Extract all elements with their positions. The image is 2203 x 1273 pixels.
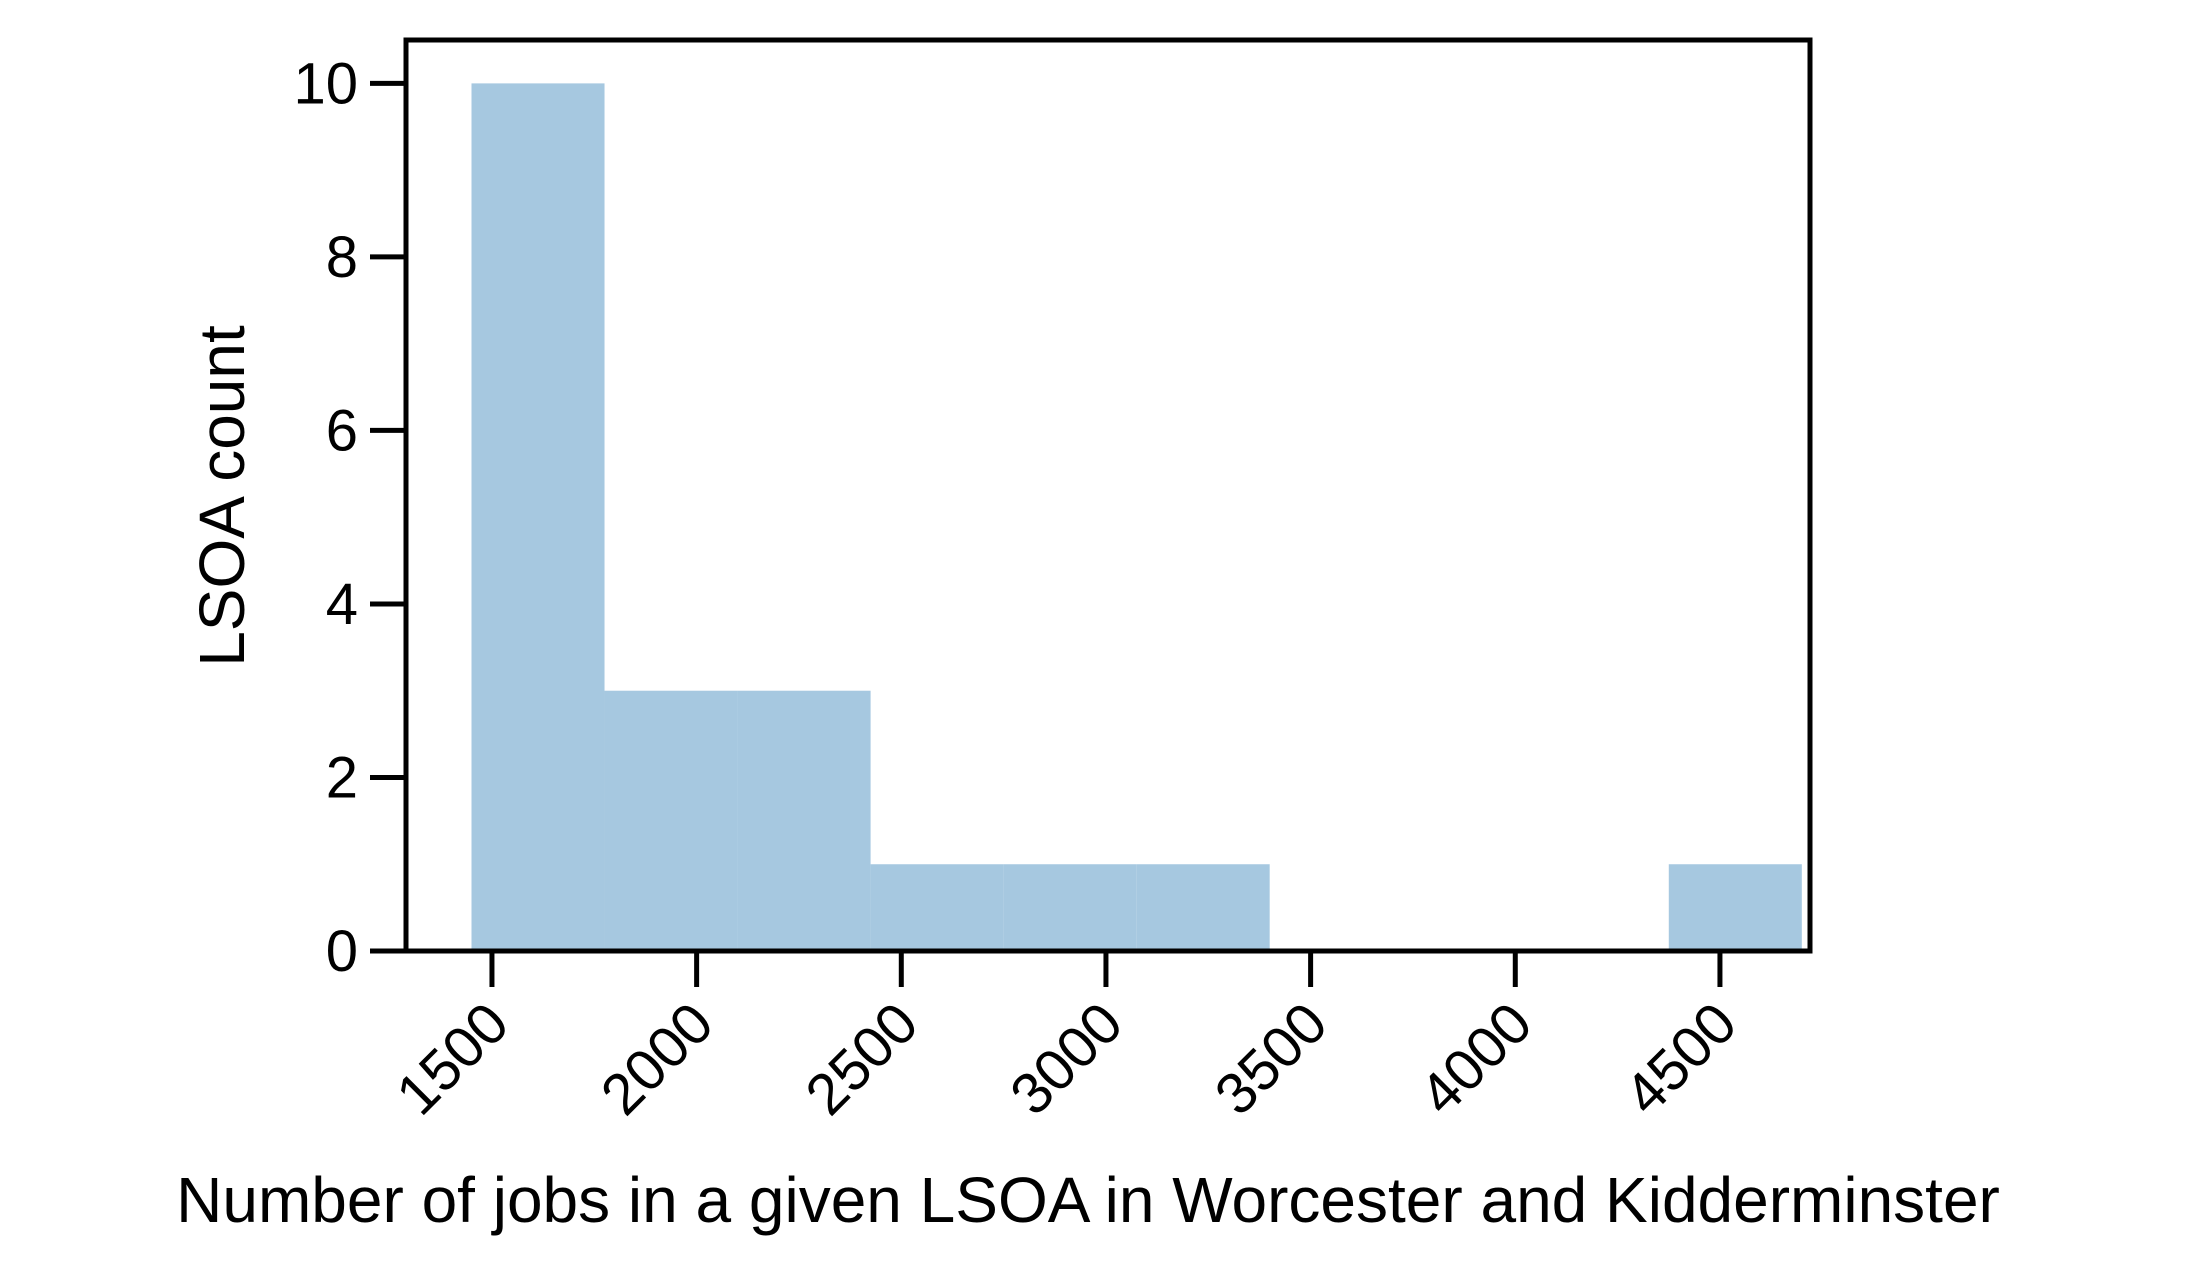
x-tick-label: 2000 <box>589 990 726 1127</box>
histogram-bar-5 <box>1136 864 1270 951</box>
histogram-bar-9 <box>1668 864 1802 951</box>
x-tick-label: 3500 <box>1203 990 1340 1127</box>
y-tick-label: 6 <box>326 398 358 463</box>
bars-layer <box>471 83 1802 951</box>
x-tick-label: 2500 <box>793 990 930 1127</box>
y-tick-label: 0 <box>326 919 358 984</box>
y-tick-label: 2 <box>326 745 358 810</box>
x-axis-label: Number of jobs in a given LSOA in Worces… <box>176 1164 2000 1236</box>
y-axis-label: LSOA count <box>186 325 258 667</box>
x-tick-label: 1500 <box>384 990 521 1127</box>
x-tick-label: 3000 <box>998 990 1135 1127</box>
histogram-bar-0 <box>471 83 605 951</box>
histogram-bar-3 <box>870 864 1004 951</box>
histogram-bar-2 <box>737 690 871 951</box>
y-axis: 0 2 4 6 8 10 <box>293 51 406 984</box>
x-tick-label: 4000 <box>1407 990 1544 1127</box>
x-axis: 1500 2000 2500 3000 3500 4000 4500 <box>384 951 1749 1127</box>
x-tick-label: 4500 <box>1612 990 1749 1127</box>
y-tick-label: 10 <box>293 51 358 116</box>
y-tick-label: 8 <box>326 225 358 290</box>
histogram-bar-4 <box>1003 864 1137 951</box>
y-tick-label: 4 <box>326 572 358 637</box>
histogram-bar-1 <box>604 690 738 951</box>
